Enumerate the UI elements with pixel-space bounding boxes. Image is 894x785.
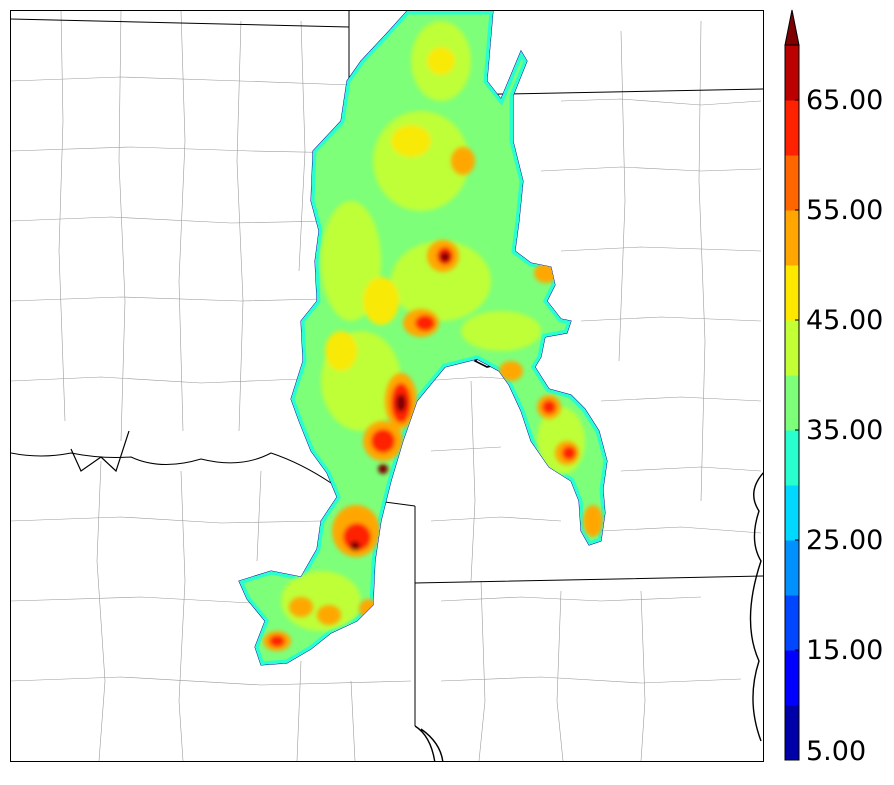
reflectivity-echo [238,11,608,666]
colorbar-tick-label: 5.00 [806,736,866,767]
reflectivity-map [11,11,763,761]
colorbar-extend-arrow [784,9,800,46]
colorbar-segment [785,265,799,321]
colorbar-tick-label: 15.00 [806,635,883,666]
colorbar-segments [784,9,800,761]
colorbar-segment [785,595,799,651]
colorbar-tick-label: 25.00 [806,525,883,556]
colorbar-ticks: 5.00 15.00 25.00 35.00 45.00 55.00 65.00 [795,85,883,767]
colorbar-tick-label: 45.00 [806,305,883,336]
map-panel [10,10,764,762]
colorbar-segment [785,430,799,486]
colorbar-tick-label: 55.00 [806,195,883,226]
colorbar-segment [785,100,799,156]
colorbar-segment [785,45,799,101]
colorbar-segment [785,210,799,266]
colorbar-segment [785,540,799,596]
river-outlines [414,349,763,761]
colorbar-tick-label: 35.00 [806,415,883,446]
colorbar-tick-label: 65.00 [806,85,883,116]
colorbar-segment [785,155,799,211]
county-boundaries [11,11,762,761]
colorbar-segment [785,650,799,706]
colorbar: 5.00 15.00 25.00 35.00 45.00 55.00 65.00 [784,9,883,767]
colorbar-segment [785,320,799,376]
colorbar-segment [785,485,799,541]
colorbar-outline [784,44,800,761]
colorbar-segment [785,375,799,431]
colorbar-segment [785,705,799,761]
